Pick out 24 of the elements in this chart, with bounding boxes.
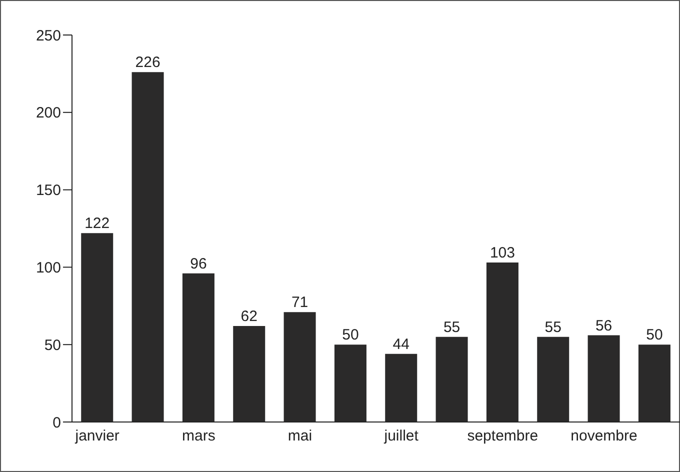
- x-tick-label: mai: [288, 428, 312, 445]
- x-tick-label: novembre: [570, 428, 638, 445]
- data-label: 96: [190, 255, 207, 272]
- data-label: 71: [291, 294, 308, 312]
- data-label: 50: [342, 326, 359, 344]
- y-tick-label: 100: [36, 260, 61, 277]
- data-label: 55: [443, 318, 460, 336]
- y-tick-label: 150: [36, 182, 61, 200]
- data-label: 50: [646, 326, 663, 344]
- data-label: 62: [240, 308, 258, 326]
- y-tick-label: 200: [36, 104, 61, 122]
- data-label: 122: [84, 215, 110, 232]
- data-label: 103: [490, 244, 515, 262]
- data-label: 44: [392, 336, 410, 353]
- y-tick-label: 0: [52, 414, 61, 432]
- y-tick-label: 250: [36, 27, 61, 44]
- x-tick-label: janvier: [74, 428, 120, 445]
- data-label: 226: [135, 54, 160, 72]
- y-tick-label: 50: [44, 336, 61, 354]
- x-tick-label: juillet: [383, 428, 420, 445]
- data-label: 55: [544, 318, 562, 336]
- data-label: 56: [595, 317, 612, 334]
- x-tick-label: mars: [182, 428, 216, 445]
- x-tick-label: septembre: [467, 428, 538, 445]
